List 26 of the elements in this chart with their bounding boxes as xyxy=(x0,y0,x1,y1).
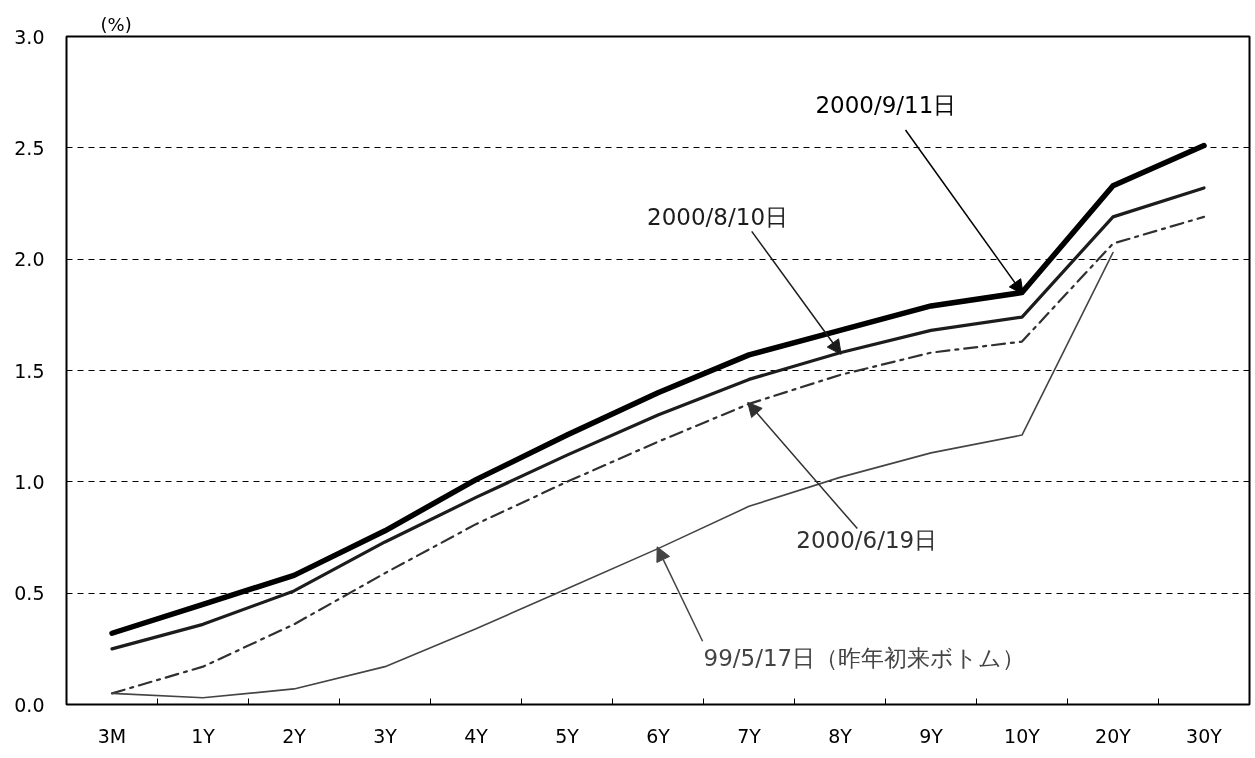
x-tick-label: 30Y xyxy=(1186,724,1223,747)
x-tick-label: 20Y xyxy=(1095,724,1132,747)
y-tick-label: 1.5 xyxy=(14,359,45,382)
text: 2000/9/11日 xyxy=(815,91,957,118)
text: 99/5/17日（昨年初来ボトム） xyxy=(703,645,1026,672)
y-tick-label: 1.0 xyxy=(14,470,45,493)
x-tick-label: 4Y xyxy=(464,724,489,747)
x-tick-label: 1Y xyxy=(191,724,216,747)
text: 2000/8/10日 xyxy=(647,204,789,231)
x-tick-label: 8Y xyxy=(828,724,853,747)
text: 2000/6/19日 xyxy=(796,527,938,554)
x-tick-label: 6Y xyxy=(646,724,671,747)
x-tick-label: 2Y xyxy=(282,724,307,747)
y-tick-label: 2.5 xyxy=(14,136,45,159)
x-tick-label: 9Y xyxy=(919,724,944,747)
y-axis-title: (%) xyxy=(100,13,132,35)
x-tick-label: 7Y xyxy=(737,724,762,747)
y-tick-label: 0.0 xyxy=(14,693,45,716)
y-tick-label: 3.0 xyxy=(14,25,45,48)
x-tick-label: 5Y xyxy=(555,724,580,747)
x-tick-label: 10Y xyxy=(1004,724,1041,747)
y-tick-label: 2.0 xyxy=(14,248,45,271)
x-tick-label: 3M xyxy=(97,724,127,747)
y-tick-label: 0.5 xyxy=(14,582,45,605)
line-series xyxy=(111,251,1114,699)
x-tick-label: 3Y xyxy=(373,724,398,747)
